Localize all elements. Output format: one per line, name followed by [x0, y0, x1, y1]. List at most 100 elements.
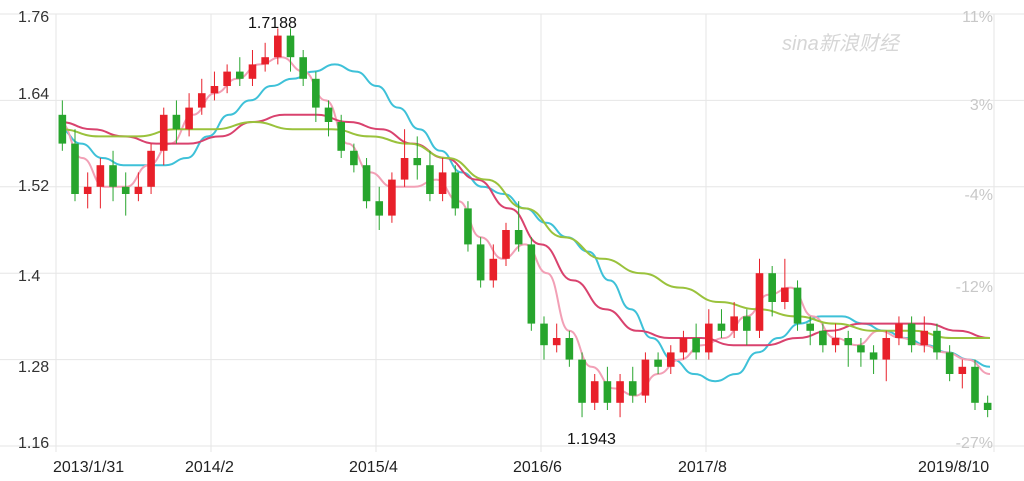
candle-body-down: [109, 165, 117, 187]
candle: [844, 330, 853, 367]
moving-average-line: [59, 113, 991, 347]
x-tick-label: 2015/4: [349, 459, 398, 476]
candle-body-down: [844, 338, 853, 346]
candle: [704, 309, 713, 360]
candle-body-down: [413, 158, 422, 166]
candle: [223, 64, 231, 94]
candle-body-down: [628, 381, 637, 396]
candle-body-down: [476, 244, 485, 281]
candle: [882, 330, 891, 382]
candle: [197, 78, 206, 115]
candle-body-down: [286, 35, 295, 58]
candle: [869, 345, 878, 374]
candle: [502, 222, 510, 266]
candle: [730, 302, 738, 338]
y-tick-label: 1.16: [18, 435, 49, 452]
candle: [109, 150, 117, 202]
candle-body-up: [248, 64, 257, 79]
candle-body-down: [312, 78, 320, 108]
candle-body-down: [933, 330, 941, 353]
candle: [514, 201, 523, 252]
candle: [489, 244, 498, 288]
candle: [578, 352, 586, 418]
y-tick-label: 1.4: [18, 268, 40, 285]
candle: [628, 366, 637, 403]
candle: [527, 237, 536, 331]
candle: [400, 129, 409, 187]
candle-body-up: [704, 323, 713, 353]
candle-body-down: [375, 201, 384, 216]
candle-body-down: [426, 165, 434, 194]
candle-body-down: [869, 352, 878, 360]
candle: [324, 100, 333, 137]
candle: [958, 359, 967, 389]
candle: [895, 316, 903, 346]
candle-body-down: [235, 71, 244, 79]
candle-body-up: [502, 230, 510, 259]
candle: [71, 129, 79, 202]
candle: [134, 172, 143, 202]
candle-body-up: [590, 381, 599, 403]
candle-body-up: [831, 338, 840, 346]
candle: [641, 352, 650, 403]
candle: [438, 158, 447, 202]
candle: [83, 172, 92, 209]
watermark-text: sina新浪财经: [782, 33, 901, 55]
candle: [692, 323, 700, 360]
candle: [235, 57, 244, 86]
candle-body-down: [527, 244, 536, 324]
candle: [413, 136, 422, 180]
x-tick-label: 2013/1/31: [53, 459, 124, 476]
candle: [286, 28, 295, 72]
candle-body-up: [730, 316, 738, 331]
candle-body-up: [83, 186, 92, 194]
candle-body-down: [806, 323, 815, 331]
candle: [312, 71, 320, 122]
candle-body-down: [768, 273, 776, 302]
x-axis: 2013/1/31 2014/2 2015/4 2016/6 2017/8 20…: [53, 459, 989, 476]
candle-body-up: [147, 150, 155, 187]
candle: [426, 150, 434, 202]
candle-body-up: [400, 158, 409, 180]
candle-body-down: [540, 323, 548, 346]
candle-body-up: [895, 323, 903, 338]
candle-body-down: [907, 323, 916, 346]
candle: [983, 395, 992, 418]
candle: [540, 316, 548, 360]
candle-body-down: [299, 57, 307, 79]
candle: [261, 42, 269, 72]
candle: [147, 143, 155, 194]
candle-body-down: [692, 338, 700, 353]
candle-body-up: [489, 258, 498, 281]
candle-body-down: [514, 230, 523, 245]
candle-body-up: [679, 338, 688, 353]
percent-tick-label: -12%: [956, 279, 993, 296]
y-axis-right-percent: 11% 3% -4% -12% -27%: [956, 9, 993, 452]
candle-body-up: [438, 172, 447, 194]
candle-body-down: [578, 359, 586, 403]
candle: [755, 258, 764, 338]
candle-body-down: [603, 381, 612, 403]
low-annotation: 1.1943: [567, 431, 616, 448]
candle: [717, 309, 726, 338]
candle: [793, 280, 802, 331]
candle-body-up: [666, 352, 675, 367]
candle-body-down: [793, 287, 802, 324]
candle-body-down: [717, 323, 726, 331]
moving-average-line: [59, 120, 990, 339]
candle-body-up: [134, 186, 143, 194]
candle-body-up: [616, 381, 624, 403]
candle: [337, 114, 346, 158]
candle: [768, 266, 776, 317]
candle-body-down: [71, 143, 79, 194]
candles: [58, 28, 992, 418]
candle-body-up: [958, 366, 967, 374]
x-tick-label: 2016/6: [513, 459, 562, 476]
candle-body-down: [983, 402, 992, 410]
candle: [971, 359, 979, 410]
candle-body-up: [641, 359, 650, 396]
high-annotation: 1.7188: [248, 15, 297, 32]
candle-body-down: [743, 316, 751, 331]
candle-body-up: [781, 287, 789, 302]
